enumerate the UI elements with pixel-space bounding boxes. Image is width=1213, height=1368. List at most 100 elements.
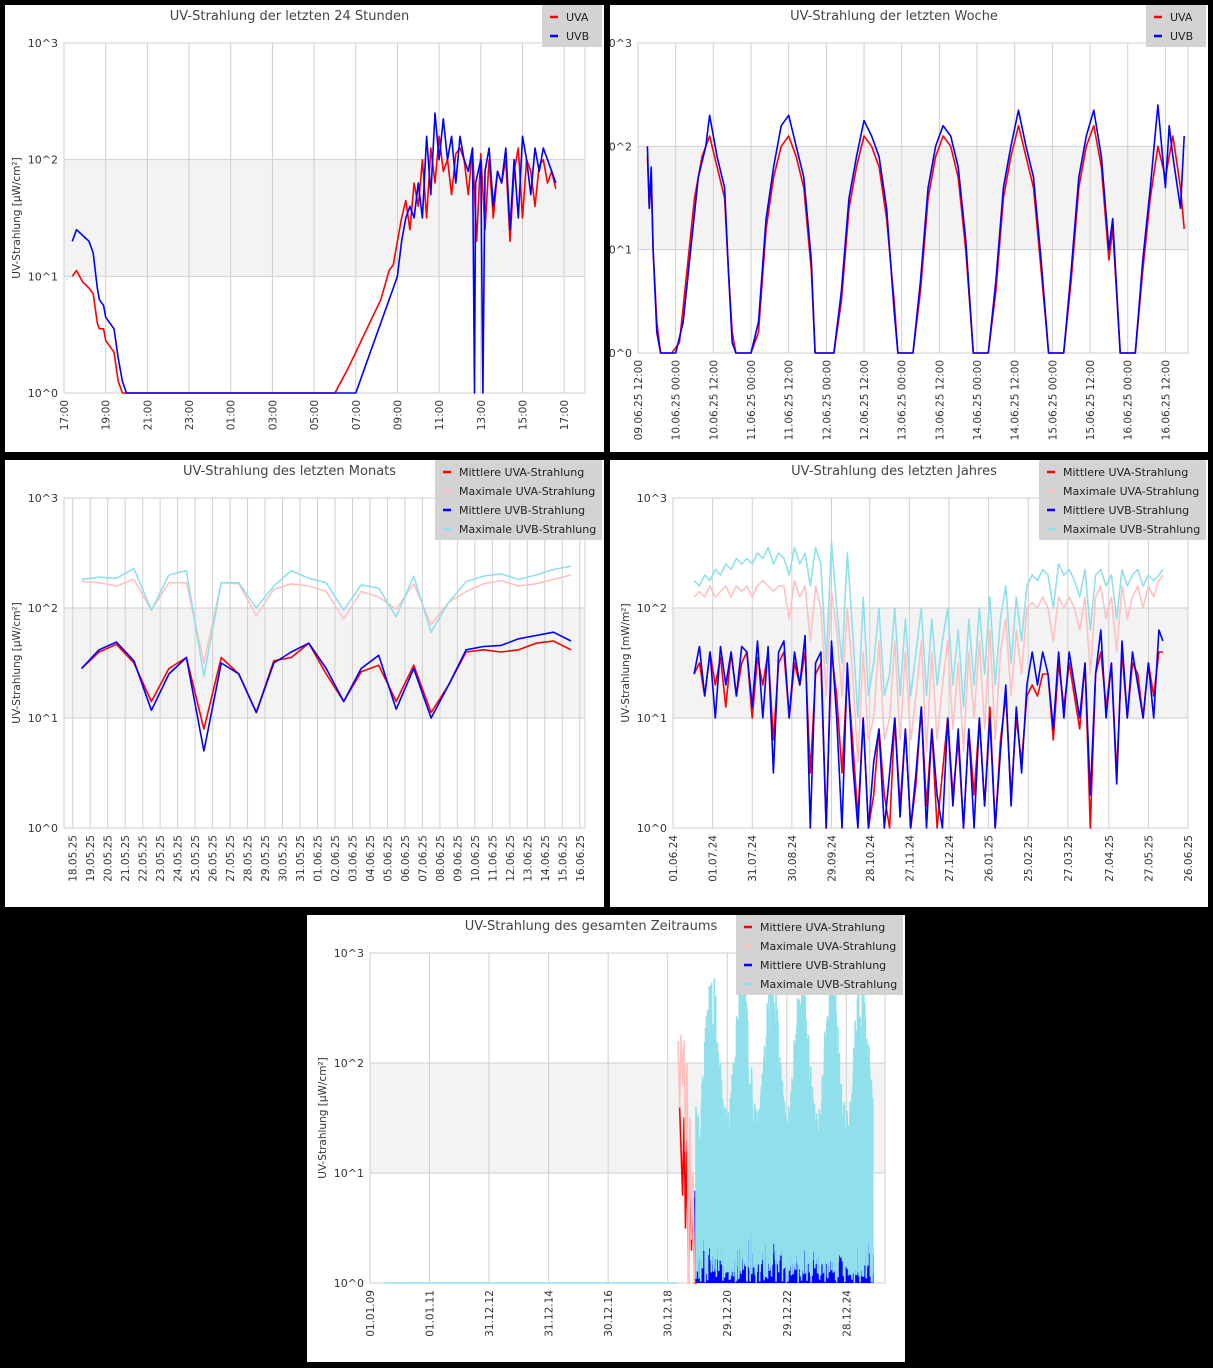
x-tick-label: 10.06.25 12:00 (708, 360, 720, 440)
x-tick-label: 27.12.24 (944, 835, 956, 882)
y-tick-label: 10^1 (28, 712, 58, 725)
y-tick-label: 10^3 (610, 37, 632, 50)
y-tick-label: 10^2 (334, 1057, 364, 1070)
legend-label: Mittlere UVA-Strahlung (760, 921, 885, 934)
y-tick-label: 10^2 (610, 140, 632, 153)
chart-panel-year: 10^0 10^1 10^2 10^3 01.06.24 01.07.24 31.07.24… (610, 460, 1208, 907)
y-axis-label: UV-Strahlung [mW/m²] (620, 603, 632, 722)
legend-box (736, 915, 903, 995)
chart-panel-24h: 10^0 10^1 10^2 10^3 17:00 19:00 21:00 23:00 01:0… (5, 5, 604, 452)
shaded-range (64, 608, 585, 718)
y-tick-label: 10^0 (334, 1277, 364, 1290)
y-tick-label: 10^3 (28, 37, 58, 50)
x-tick-label: 12.06.25 00:00 (821, 360, 833, 440)
x-tick-label: 06.06.25 (400, 835, 412, 882)
x-tick-label: 27.03.25 (1063, 835, 1075, 882)
x-tick-label: 14.06.25 00:00 (972, 360, 984, 440)
y-tick-label: 10^0 (610, 347, 632, 360)
x-tick-label: 07:00 (351, 400, 363, 430)
y-tick-label: 10^1 (610, 244, 632, 257)
y-tick-label: 10^2 (28, 602, 58, 615)
y-tick-label: 10^1 (334, 1167, 364, 1180)
legend-label: Mittlere UVB-Strahlung (459, 504, 585, 517)
x-tick-label: 29.12.22 (782, 1290, 794, 1337)
plot-border (672, 497, 1189, 829)
x-tick-label: 08.06.25 (435, 835, 447, 882)
x-tick-label: 30.12.18 (663, 1290, 675, 1337)
x-tick-label: 15.06.25 12:00 (1085, 360, 1097, 440)
dense-series (695, 966, 874, 1283)
chart-title: UV-Strahlung des gesamten Zeitraums (465, 919, 718, 934)
x-tick-label: 11.06.25 (487, 835, 499, 882)
x-tick-label: 11.06.25 00:00 (746, 360, 758, 440)
x-tick-label: 15:00 (517, 400, 529, 430)
x-tick-label: 30.08.24 (787, 835, 799, 882)
x-tick-label: 13.06.25 12:00 (934, 360, 946, 440)
x-tick-label: 28.12.24 (841, 1290, 853, 1337)
chart-panel-total: 10^0 10^1 10^2 10^3 01.01.09 01.01.11 31.12.12… (307, 915, 905, 1362)
legend-label: Maximale UVA-Strahlung (1063, 485, 1199, 498)
series-line (693, 574, 1164, 763)
x-tick-label: 11:00 (434, 400, 446, 430)
x-tick-label: 01.01.09 (365, 1290, 377, 1337)
x-tick-label: 09.06.25 (452, 835, 464, 882)
x-tick-label: 13.06.25 00:00 (897, 360, 909, 440)
x-tick-label: 29.12.20 (722, 1290, 734, 1337)
plot-area (637, 42, 1189, 354)
series-line (80, 640, 572, 730)
x-tick-label: 31.07.24 (747, 835, 759, 882)
legend-label: UVA (1170, 11, 1193, 24)
legend-label: Mittlere UVA-Strahlung (459, 466, 584, 479)
legend-label: Maximale UVB-Strahlung (1063, 523, 1200, 536)
x-tick-label: 20.05.25 (103, 835, 115, 882)
x-tick-label: 21.05.25 (120, 835, 132, 882)
x-tick-label: 05:00 (309, 400, 321, 430)
legend-label: Mittlere UVA-Strahlung (1063, 466, 1188, 479)
x-tick-label: 16.06.25 12:00 (1160, 360, 1172, 440)
x-tick-label: 13:00 (476, 400, 488, 430)
x-tick-label: 12.06.25 12:00 (859, 360, 871, 440)
x-tick-label: 30.12.16 (603, 1290, 615, 1337)
legend: UVA UVB (542, 5, 602, 47)
x-tick-label: 29.05.25 (260, 835, 272, 882)
x-tick-label: 07.06.25 (417, 835, 429, 882)
x-tick-label: 23.05.25 (155, 835, 167, 882)
x-tick-label: 28.10.24 (865, 835, 877, 882)
plot-area (369, 952, 886, 1284)
chart-title: UV-Strahlung der letzten Woche (790, 9, 998, 24)
x-tick-label: 31.12.14 (544, 1290, 556, 1337)
y-tick-label: 10^2 (637, 602, 667, 615)
series-line (81, 565, 572, 677)
series-line (81, 574, 572, 664)
x-tick-label: 14.06.25 12:00 (1010, 360, 1022, 440)
legend-label: UVB (566, 30, 589, 43)
y-tick-label: 10^0 (28, 822, 58, 835)
y-tick-label: 10^1 (637, 712, 667, 725)
y-axis-label: UV-Strahlung [µW/cm²] (11, 602, 23, 723)
legend-label: UVA (566, 11, 589, 24)
x-tick-label: 16.06.25 (575, 835, 587, 882)
x-tick-label: 26.01.25 (984, 835, 996, 882)
x-tick-label: 27.05.25 (1143, 835, 1155, 882)
x-tick-label: 10.06.25 00:00 (671, 360, 683, 440)
x-tick-label: 16.06.25 00:00 (1123, 360, 1135, 440)
legend: Mittlere UVA-Strahlung Maximale UVA-Strah… (435, 460, 602, 540)
x-tick-label: 11.06.25 12:00 (784, 360, 796, 440)
legend-box (542, 5, 602, 47)
x-tick-label: 27.11.24 (904, 835, 916, 882)
x-tick-label: 09.06.25 12:00 (633, 360, 645, 440)
x-tick-label: 31.05.25 (295, 835, 307, 882)
legend-label: Maximale UVA-Strahlung (760, 940, 896, 953)
x-tick-label: 26.05.25 (208, 835, 220, 882)
legend-label: Maximale UVA-Strahlung (459, 485, 595, 498)
x-tick-label: 21:00 (142, 400, 154, 430)
x-tick-label: 01.07.24 (708, 835, 720, 882)
x-tick-label: 30.05.25 (278, 835, 290, 882)
x-tick-label: 17:00 (559, 400, 571, 430)
x-tick-label: 18.05.25 (68, 835, 80, 882)
legend-label: Maximale UVB-Strahlung (459, 523, 596, 536)
plot-area (672, 497, 1189, 829)
y-axis-label: UV-Strahlung [µW/cm²] (317, 1057, 329, 1178)
y-tick-label: 10^2 (28, 154, 58, 167)
legend-label: Maximale UVB-Strahlung (760, 978, 897, 991)
